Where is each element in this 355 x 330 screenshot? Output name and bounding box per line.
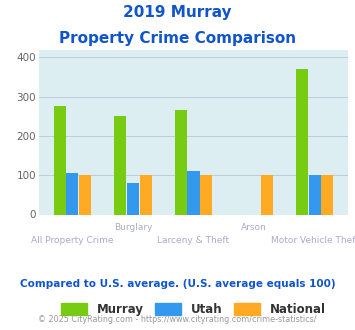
Text: Property Crime Comparison: Property Crime Comparison [59,31,296,46]
Bar [200,175,212,214]
Bar [114,116,126,214]
Text: All Property Crime: All Property Crime [31,236,114,245]
Text: Arson: Arson [241,223,267,232]
Bar [66,173,78,214]
Legend: Murray, Utah, National: Murray, Utah, National [56,298,331,321]
Text: Burglary: Burglary [114,223,152,232]
Bar [175,111,187,214]
Text: Motor Vehicle Theft: Motor Vehicle Theft [271,236,355,245]
Bar [79,175,91,214]
Text: Compared to U.S. average. (U.S. average equals 100): Compared to U.S. average. (U.S. average … [20,279,335,289]
Bar [296,69,308,214]
Bar [187,171,200,214]
Bar [54,107,66,214]
Text: 2019 Murray: 2019 Murray [123,5,232,20]
Text: © 2025 CityRating.com - https://www.cityrating.com/crime-statistics/: © 2025 CityRating.com - https://www.city… [38,315,317,324]
Bar [127,183,139,214]
Bar [140,175,152,214]
Bar [321,175,333,214]
Bar [308,175,321,214]
Bar [261,175,273,214]
Text: Larceny & Theft: Larceny & Theft [157,236,230,245]
